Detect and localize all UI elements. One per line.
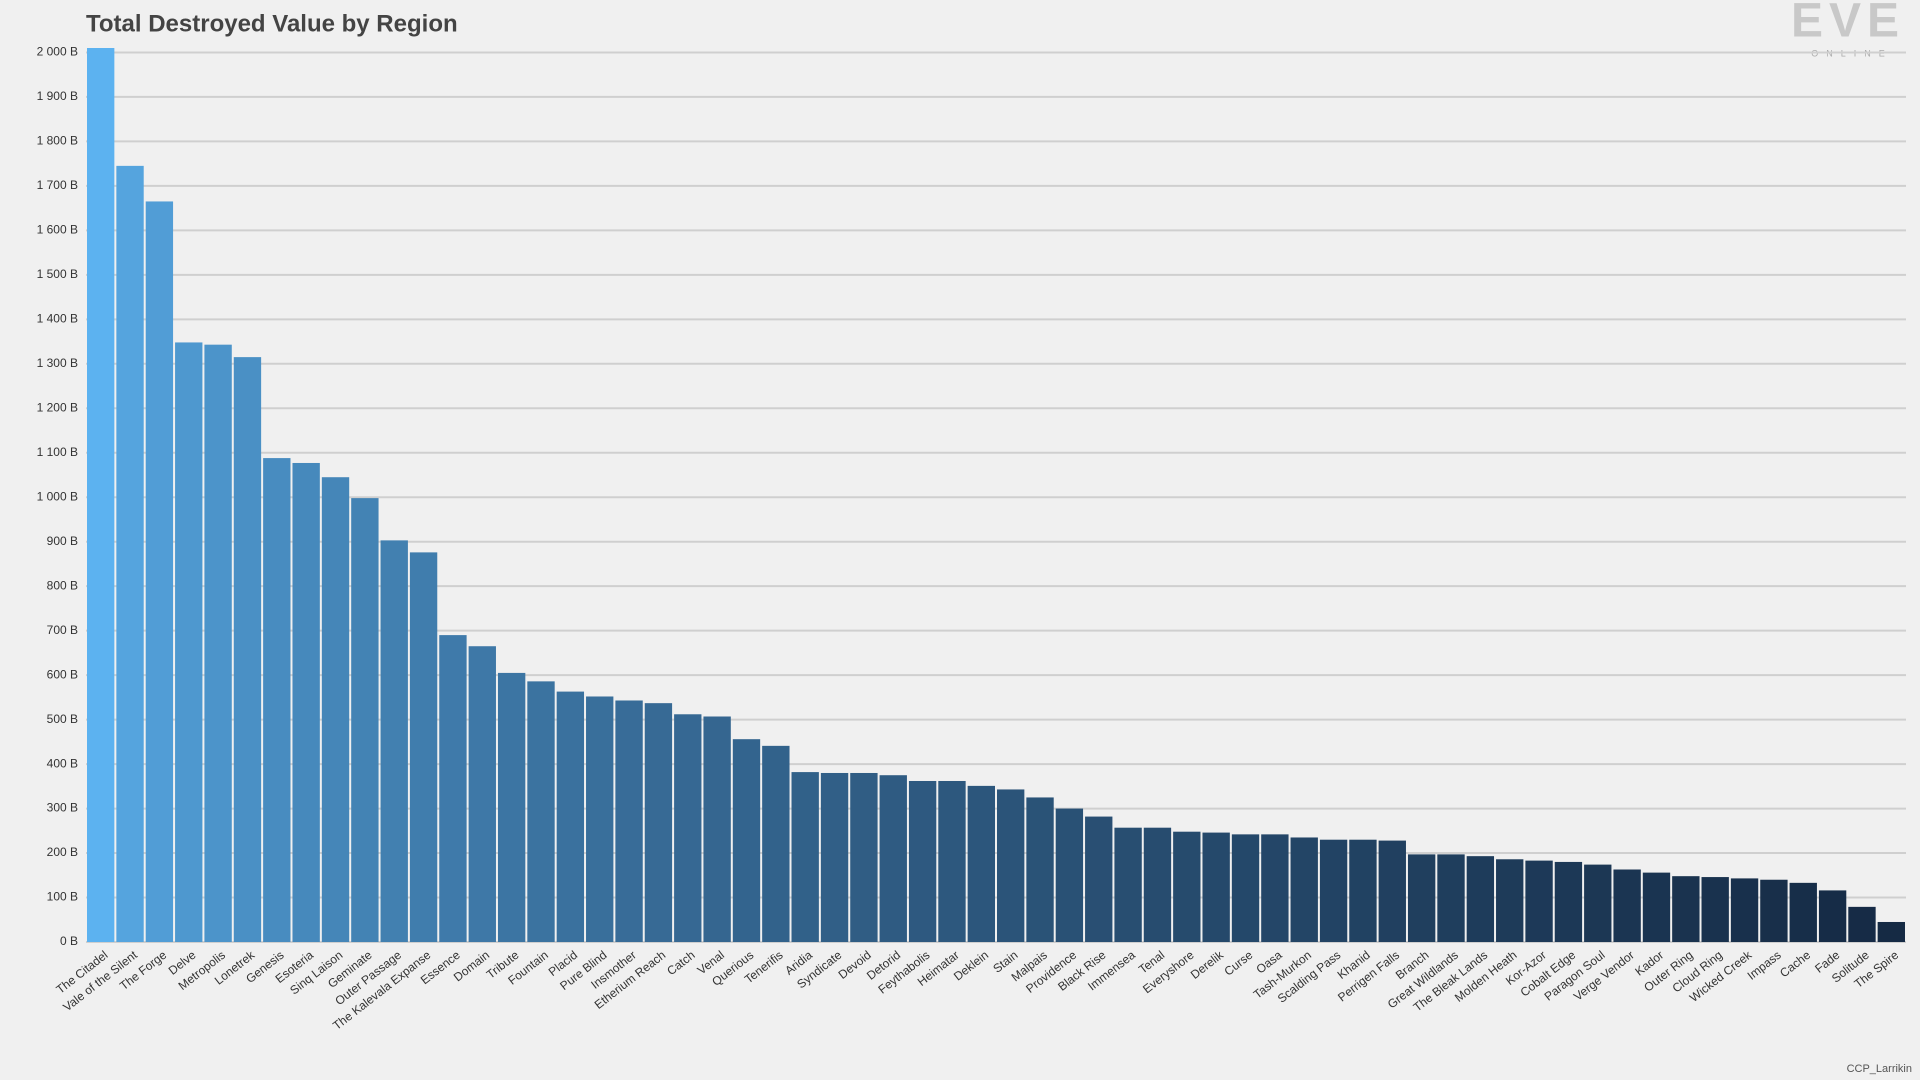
bar xyxy=(908,780,937,942)
bar xyxy=(1261,834,1289,942)
bar xyxy=(1085,816,1113,942)
bar xyxy=(527,681,555,942)
bar xyxy=(586,696,614,942)
bar xyxy=(732,739,761,942)
y-tick-label: 1 000 B xyxy=(37,489,78,503)
chart-title: Total Destroyed Value by Region xyxy=(86,10,458,37)
bar xyxy=(1701,877,1729,942)
bar xyxy=(762,745,790,942)
bar xyxy=(409,552,438,942)
bar xyxy=(1349,839,1377,942)
y-tick-label: 1 300 B xyxy=(37,356,78,370)
bar xyxy=(1143,827,1172,942)
bar xyxy=(204,344,232,943)
bar xyxy=(233,357,262,943)
y-tick-label: 500 B xyxy=(47,712,78,726)
bar xyxy=(1642,872,1671,942)
bar xyxy=(1877,921,1905,942)
bar xyxy=(1730,878,1759,942)
bar xyxy=(292,462,320,942)
bar xyxy=(791,772,819,942)
y-tick-label: 2 000 B xyxy=(37,45,78,59)
bar xyxy=(1173,831,1201,942)
y-tick-label: 1 100 B xyxy=(37,445,78,459)
bar xyxy=(1760,879,1788,942)
bar xyxy=(351,498,379,942)
y-tick-label: 0 B xyxy=(60,934,78,948)
bar xyxy=(1818,890,1847,942)
bar xyxy=(1055,808,1084,942)
bar xyxy=(321,477,350,942)
bar xyxy=(1789,882,1817,942)
y-tick-label: 900 B xyxy=(47,534,78,548)
bar xyxy=(1290,837,1318,942)
bar xyxy=(850,772,878,942)
bar xyxy=(674,714,702,942)
bar xyxy=(87,48,115,942)
y-tick-label: 1 800 B xyxy=(37,134,78,148)
y-tick-label: 1 400 B xyxy=(37,311,78,325)
bar xyxy=(967,785,995,942)
bar xyxy=(497,672,526,942)
bar xyxy=(879,775,907,942)
bar xyxy=(1319,839,1348,942)
bar xyxy=(1525,860,1553,942)
bar xyxy=(380,540,408,942)
bar xyxy=(556,691,585,942)
y-tick-label: 600 B xyxy=(47,667,78,681)
bar xyxy=(615,700,643,942)
bar xyxy=(1496,859,1524,942)
bar xyxy=(703,716,731,942)
logo: EVE xyxy=(1791,0,1905,48)
y-tick-label: 300 B xyxy=(47,801,78,815)
y-tick-label: 100 B xyxy=(47,890,78,904)
bar xyxy=(145,201,174,942)
y-tick-label: 1 500 B xyxy=(37,267,78,281)
y-tick-label: 1 700 B xyxy=(37,178,78,192)
bar xyxy=(938,780,966,942)
bar xyxy=(1672,876,1700,942)
y-tick-label: 200 B xyxy=(47,845,78,859)
bar xyxy=(820,772,849,942)
y-tick-label: 700 B xyxy=(47,623,78,637)
y-tick-label: 1 600 B xyxy=(37,223,78,237)
bar xyxy=(1378,840,1406,942)
bar xyxy=(1202,832,1230,942)
credit: CCP_Larrikin xyxy=(1847,1063,1912,1075)
bar xyxy=(439,635,467,942)
y-tick-label: 800 B xyxy=(47,578,78,592)
bar xyxy=(1613,869,1641,942)
bar xyxy=(1437,854,1465,942)
bar xyxy=(1026,797,1054,942)
bar xyxy=(1554,861,1583,942)
bar xyxy=(1848,906,1876,942)
y-tick-label: 400 B xyxy=(47,756,78,770)
bar xyxy=(175,342,203,943)
bar xyxy=(1407,854,1436,942)
bar xyxy=(644,703,673,942)
plot: 0 B 100 B 200 B 300 B 400 B 500 B 600 B 700 B 80… xyxy=(37,45,1906,1033)
bar xyxy=(1114,827,1142,942)
bar xyxy=(997,789,1025,942)
y-tick-label: 1 200 B xyxy=(37,400,78,414)
bar xyxy=(263,458,291,942)
y-tick-label: 1 900 B xyxy=(37,89,78,103)
bar xyxy=(116,165,144,943)
bar xyxy=(1466,856,1495,942)
bar xyxy=(1231,834,1260,942)
bar xyxy=(468,646,496,942)
bar xyxy=(1584,864,1612,942)
